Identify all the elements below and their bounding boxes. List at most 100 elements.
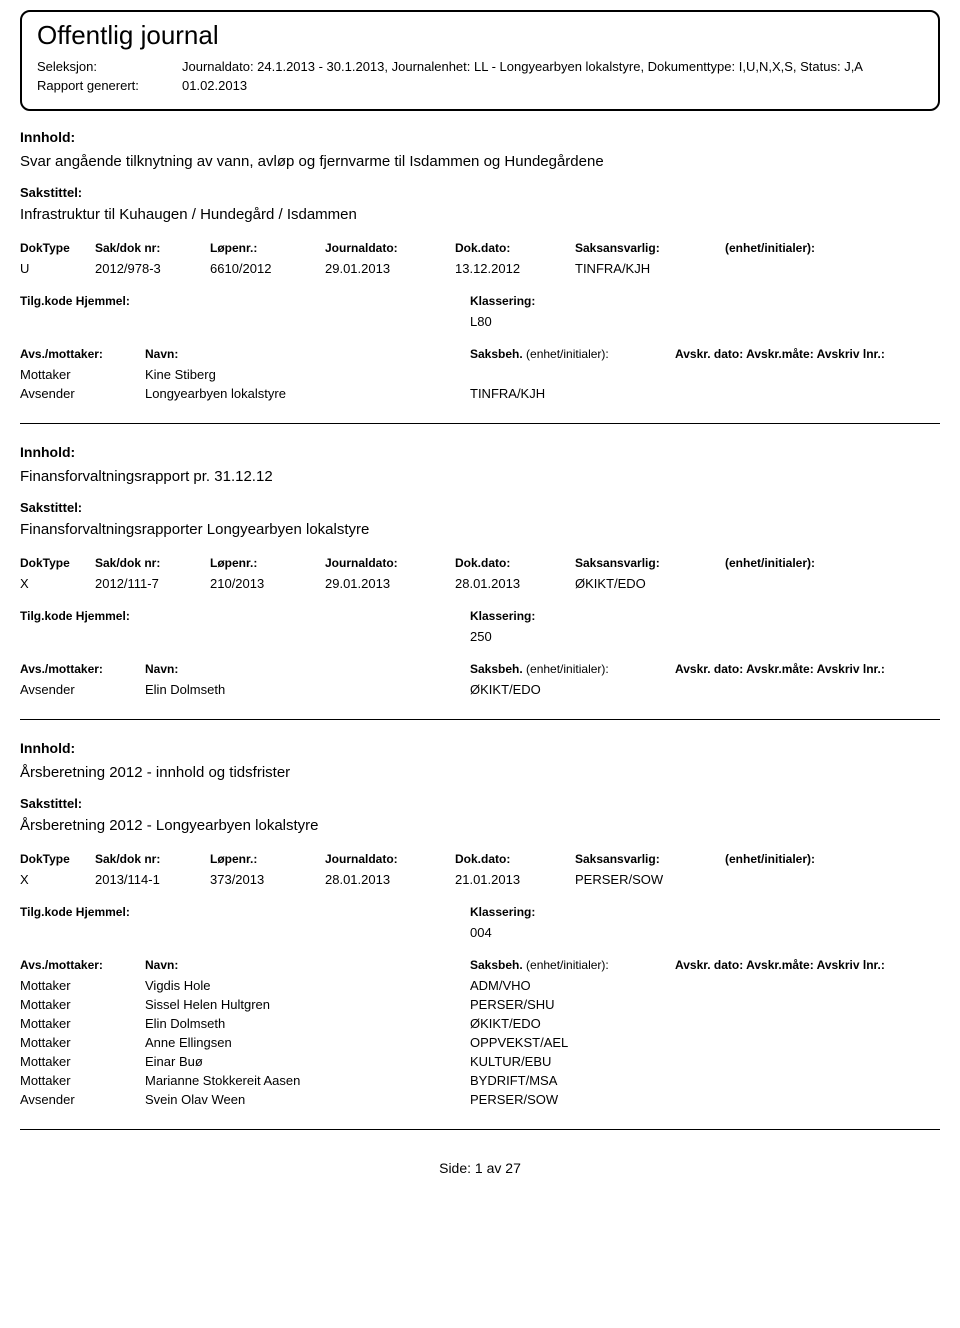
seleksjon-row: Seleksjon: Journaldato: 24.1.2013 - 30.1…	[37, 59, 923, 74]
journaldato-header: Journaldato:	[325, 241, 455, 255]
rapport-row: Rapport generert: 01.02.2013	[37, 78, 923, 93]
saksansvarlig-value: TINFRA/KJH	[575, 261, 725, 276]
party-role: Avsender	[20, 386, 145, 401]
doc-value-row: U 2012/978-3 6610/2012 29.01.2013 13.12.…	[20, 261, 940, 276]
entries-container: Innhold: Svar angående tilknytning av va…	[20, 129, 940, 1130]
journal-entry: Innhold: Finansforvaltningsrapport pr. 3…	[20, 444, 940, 720]
doktype-header: DokType	[20, 556, 95, 570]
page-title: Offentlig journal	[37, 20, 923, 51]
party-dept: KULTUR/EBU	[470, 1054, 675, 1069]
sakstittel-text: Finansforvaltningsrapporter Longyearbyen…	[20, 521, 940, 538]
doc-header-row: DokType Sak/dok nr: Løpenr.: Journaldato…	[20, 241, 940, 255]
party-row: Mottaker Anne Ellingsen OPPVEKST/AEL	[20, 1035, 940, 1050]
party-dept: OPPVEKST/AEL	[470, 1035, 675, 1050]
saksbeh-label: Saksbeh. (enhet/initialer):	[470, 958, 675, 972]
tilg-row: Tilg.kode Hjemmel: Klassering:	[20, 905, 940, 919]
dokdato-value: 28.01.2013	[455, 576, 575, 591]
navn-label: Navn:	[145, 662, 470, 676]
party-role: Mottaker	[20, 978, 145, 993]
avs-header-row: Avs./mottaker: Navn: Saksbeh. (enhet/ini…	[20, 662, 940, 676]
tilg-left: Tilg.kode Hjemmel:	[20, 905, 470, 919]
sakstittel-label: Sakstittel:	[20, 796, 940, 811]
doc-header-row: DokType Sak/dok nr: Løpenr.: Journaldato…	[20, 852, 940, 866]
klassering-value: 004	[470, 925, 492, 940]
journaldato-value: 28.01.2013	[325, 872, 455, 887]
sakdok-value: 2013/114-1	[95, 872, 210, 887]
klassering-value: L80	[470, 314, 492, 329]
dokdato-header: Dok.dato:	[455, 241, 575, 255]
party-name: Svein Olav Ween	[145, 1092, 470, 1107]
footer-total: 27	[505, 1160, 521, 1176]
tilgkode-label: Tilg.kode	[20, 905, 72, 919]
hjemmel-label: Hjemmel:	[76, 905, 130, 919]
party-row: Avsender Longyearbyen lokalstyre TINFRA/…	[20, 386, 940, 401]
lopenr-value: 373/2013	[210, 872, 325, 887]
sakdok-header: Sak/dok nr:	[95, 556, 210, 570]
party-name: Einar Buø	[145, 1054, 470, 1069]
lopenr-header: Løpenr.:	[210, 852, 325, 866]
party-dept: PERSER/SHU	[470, 997, 675, 1012]
party-dept: TINFRA/KJH	[470, 386, 675, 401]
party-row: Mottaker Marianne Stokkereit Aasen BYDRI…	[20, 1073, 940, 1088]
dokdato-value: 21.01.2013	[455, 872, 575, 887]
klassering-label: Klassering:	[470, 294, 535, 308]
party-role: Avsender	[20, 682, 145, 697]
avsmottaker-label: Avs./mottaker:	[20, 347, 145, 361]
party-role: Mottaker	[20, 997, 145, 1012]
avskr-label: Avskr. dato: Avskr.måte: Avskriv lnr.:	[675, 662, 940, 676]
navn-label: Navn:	[145, 958, 470, 972]
saksansvarlig-header: Saksansvarlig:	[575, 852, 725, 866]
party-role: Mottaker	[20, 1054, 145, 1069]
lopenr-header: Løpenr.:	[210, 241, 325, 255]
innhold-label: Innhold:	[20, 444, 940, 460]
tilg-left: Tilg.kode Hjemmel:	[20, 294, 470, 308]
party-role: Mottaker	[20, 1016, 145, 1031]
innhold-text: Årsberetning 2012 - innhold og tidsfrist…	[20, 764, 940, 781]
party-name: Elin Dolmseth	[145, 682, 470, 697]
party-dept: ØKIKT/EDO	[470, 1016, 675, 1031]
doktype-value: X	[20, 872, 95, 887]
party-dept: ADM/VHO	[470, 978, 675, 993]
saksbeh-label: Saksbeh. (enhet/initialer):	[470, 347, 675, 361]
header-box: Offentlig journal Seleksjon: Journaldato…	[20, 10, 940, 111]
rapport-value: 01.02.2013	[182, 78, 923, 93]
doktype-value: U	[20, 261, 95, 276]
dokdato-value: 13.12.2012	[455, 261, 575, 276]
hjemmel-label: Hjemmel:	[76, 609, 130, 623]
enhet-value	[725, 576, 880, 591]
doc-value-row: X 2012/111-7 210/2013 29.01.2013 28.01.2…	[20, 576, 940, 591]
innhold-text: Svar angående tilknytning av vann, avløp…	[20, 153, 940, 170]
doc-value-row: X 2013/114-1 373/2013 28.01.2013 21.01.2…	[20, 872, 940, 887]
party-role: Mottaker	[20, 1035, 145, 1050]
journaldato-header: Journaldato:	[325, 556, 455, 570]
party-dept: PERSER/SOW	[470, 1092, 675, 1107]
party-role: Mottaker	[20, 1073, 145, 1088]
party-name: Longyearbyen lokalstyre	[145, 386, 470, 401]
footer-av: av	[487, 1160, 502, 1176]
navn-label: Navn:	[145, 347, 470, 361]
seleksjon-value: Journaldato: 24.1.2013 - 30.1.2013, Jour…	[182, 59, 923, 74]
sakdok-value: 2012/111-7	[95, 576, 210, 591]
saksansvarlig-value: ØKIKT/EDO	[575, 576, 725, 591]
avsmottaker-label: Avs./mottaker:	[20, 958, 145, 972]
journaldato-header: Journaldato:	[325, 852, 455, 866]
party-role: Mottaker	[20, 367, 145, 382]
innhold-label: Innhold:	[20, 129, 940, 145]
journal-entry: Innhold: Årsberetning 2012 - innhold og …	[20, 740, 940, 1130]
hjemmel-label: Hjemmel:	[76, 294, 130, 308]
party-row: Mottaker Elin Dolmseth ØKIKT/EDO	[20, 1016, 940, 1031]
saksansvarlig-value: PERSER/SOW	[575, 872, 725, 887]
party-name: Marianne Stokkereit Aasen	[145, 1073, 470, 1088]
party-dept: ØKIKT/EDO	[470, 682, 675, 697]
dokdato-header: Dok.dato:	[455, 852, 575, 866]
innhold-label: Innhold:	[20, 740, 940, 756]
party-row: Mottaker Kine Stiberg	[20, 367, 940, 382]
footer-side: Side:	[439, 1160, 471, 1176]
party-name: Sissel Helen Hultgren	[145, 997, 470, 1012]
sakstittel-text: Årsberetning 2012 - Longyearbyen lokalst…	[20, 817, 940, 834]
page-footer: Side: 1 av 27	[20, 1160, 940, 1176]
lopenr-value: 6610/2012	[210, 261, 325, 276]
innhold-text: Finansforvaltningsrapport pr. 31.12.12	[20, 468, 940, 485]
klassering-value-row: 250	[20, 629, 940, 644]
sakdok-header: Sak/dok nr:	[95, 852, 210, 866]
